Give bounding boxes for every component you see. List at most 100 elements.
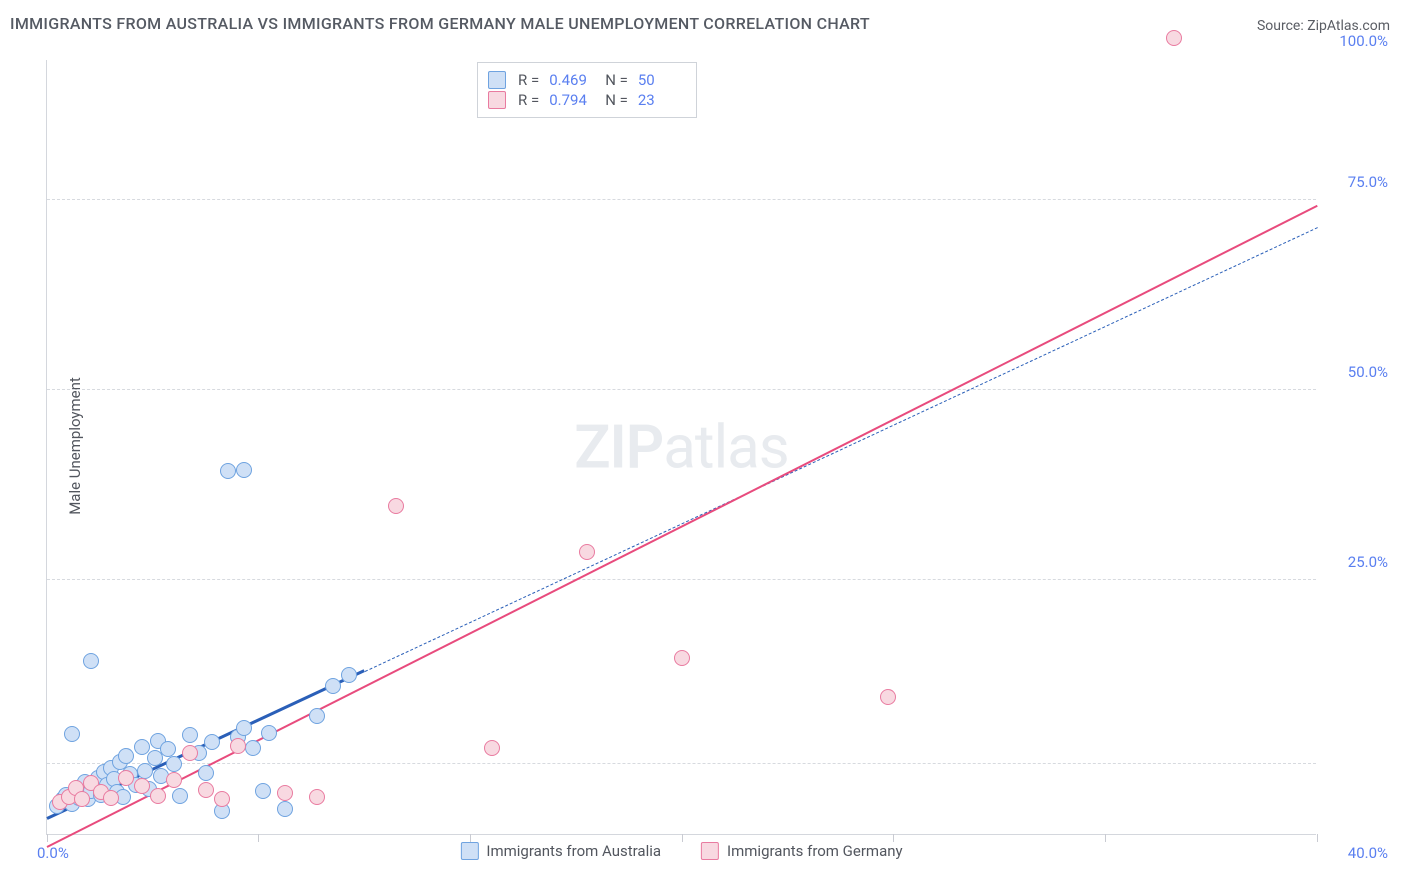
gridline bbox=[47, 389, 1316, 390]
correlation-legend: R =0.469N =50R =0.794N =23 bbox=[477, 62, 697, 118]
r-value: 0.469 bbox=[549, 71, 593, 89]
data-point bbox=[309, 789, 325, 805]
legend-label: Immigrants from Germany bbox=[727, 842, 903, 860]
y-tick-label: 75.0% bbox=[1348, 173, 1388, 191]
data-point bbox=[1166, 30, 1182, 46]
data-point bbox=[325, 678, 341, 694]
legend-row: R =0.469N =50 bbox=[488, 71, 682, 89]
x-tick bbox=[470, 834, 471, 842]
data-point bbox=[204, 734, 220, 750]
data-point bbox=[64, 726, 80, 742]
data-point bbox=[115, 789, 131, 805]
data-point bbox=[182, 727, 198, 743]
series-legend: Immigrants from Australia Immigrants from… bbox=[460, 842, 902, 860]
legend-swatch bbox=[701, 842, 719, 860]
data-point bbox=[68, 780, 84, 796]
data-point bbox=[83, 775, 99, 791]
data-point bbox=[245, 740, 261, 756]
x-tick bbox=[1317, 834, 1318, 842]
r-value: 0.794 bbox=[549, 91, 593, 109]
data-point bbox=[141, 781, 157, 797]
plot-area: ZIPatlas R =0.469N =50R =0.794N =23 Immi… bbox=[46, 60, 1316, 835]
data-point bbox=[118, 770, 134, 786]
x-tick bbox=[47, 834, 48, 842]
data-point bbox=[214, 803, 230, 819]
regression-line bbox=[46, 669, 365, 820]
gridline bbox=[47, 763, 1316, 764]
y-tick-label: 100.0% bbox=[1339, 32, 1388, 50]
data-point bbox=[68, 782, 84, 798]
watermark-light: atlas bbox=[663, 412, 788, 483]
data-point bbox=[484, 740, 500, 756]
data-point bbox=[261, 725, 277, 741]
data-point bbox=[166, 756, 182, 772]
x-tick bbox=[893, 834, 894, 842]
data-point bbox=[58, 787, 74, 803]
data-point bbox=[674, 650, 690, 666]
data-point bbox=[172, 788, 188, 804]
data-point bbox=[128, 777, 144, 793]
legend-label: Immigrants from Australia bbox=[486, 842, 661, 860]
data-point bbox=[236, 462, 252, 478]
x-tick bbox=[1105, 834, 1106, 842]
data-point bbox=[134, 739, 150, 755]
data-point bbox=[52, 794, 68, 810]
data-point bbox=[96, 764, 112, 780]
data-point bbox=[191, 745, 207, 761]
data-point bbox=[579, 544, 595, 560]
data-point bbox=[106, 771, 122, 787]
data-point bbox=[118, 748, 134, 764]
data-point bbox=[87, 775, 103, 791]
data-point bbox=[61, 789, 77, 805]
legend-swatch bbox=[488, 71, 506, 89]
data-point bbox=[166, 772, 182, 788]
data-point bbox=[55, 791, 71, 807]
data-point bbox=[93, 784, 109, 800]
watermark-bold: ZIP bbox=[574, 412, 663, 483]
data-point bbox=[74, 791, 90, 807]
legend-swatch bbox=[460, 842, 478, 860]
data-point bbox=[93, 787, 109, 803]
n-value: 23 bbox=[638, 91, 682, 109]
data-point bbox=[103, 790, 119, 806]
data-point bbox=[80, 791, 96, 807]
data-point bbox=[64, 796, 80, 812]
legend-item: Immigrants from Germany bbox=[701, 842, 903, 860]
data-point bbox=[153, 768, 169, 784]
data-point bbox=[230, 729, 246, 745]
data-point bbox=[214, 791, 230, 807]
y-tick-label: 50.0% bbox=[1348, 363, 1388, 381]
legend-item: Immigrants from Australia bbox=[460, 842, 661, 860]
data-point bbox=[160, 741, 176, 757]
y-tick-label: 25.0% bbox=[1348, 553, 1388, 571]
data-point bbox=[83, 783, 99, 799]
regression-line bbox=[364, 227, 1317, 672]
x-tick bbox=[258, 834, 259, 842]
data-point bbox=[77, 774, 93, 790]
data-point bbox=[220, 463, 236, 479]
data-point bbox=[49, 798, 65, 814]
legend-swatch bbox=[488, 91, 506, 109]
r-label: R = bbox=[518, 91, 539, 109]
data-point bbox=[236, 720, 252, 736]
data-point bbox=[99, 777, 115, 793]
data-point bbox=[277, 801, 293, 817]
r-label: R = bbox=[518, 71, 539, 89]
data-point bbox=[150, 733, 166, 749]
gridline bbox=[47, 579, 1316, 580]
data-point bbox=[277, 785, 293, 801]
data-point bbox=[341, 667, 357, 683]
regression-line bbox=[47, 205, 1318, 848]
data-point bbox=[230, 738, 246, 754]
data-point bbox=[880, 689, 896, 705]
data-point bbox=[74, 778, 90, 794]
n-label: N = bbox=[605, 71, 628, 89]
data-point bbox=[255, 783, 271, 799]
x-axis-max-label: 40.0% bbox=[1348, 844, 1388, 862]
data-point bbox=[198, 782, 214, 798]
data-point bbox=[122, 766, 138, 782]
data-point bbox=[134, 778, 150, 794]
data-point bbox=[71, 790, 87, 806]
x-axis-min-label: 0.0% bbox=[37, 844, 69, 862]
data-point bbox=[182, 745, 198, 761]
